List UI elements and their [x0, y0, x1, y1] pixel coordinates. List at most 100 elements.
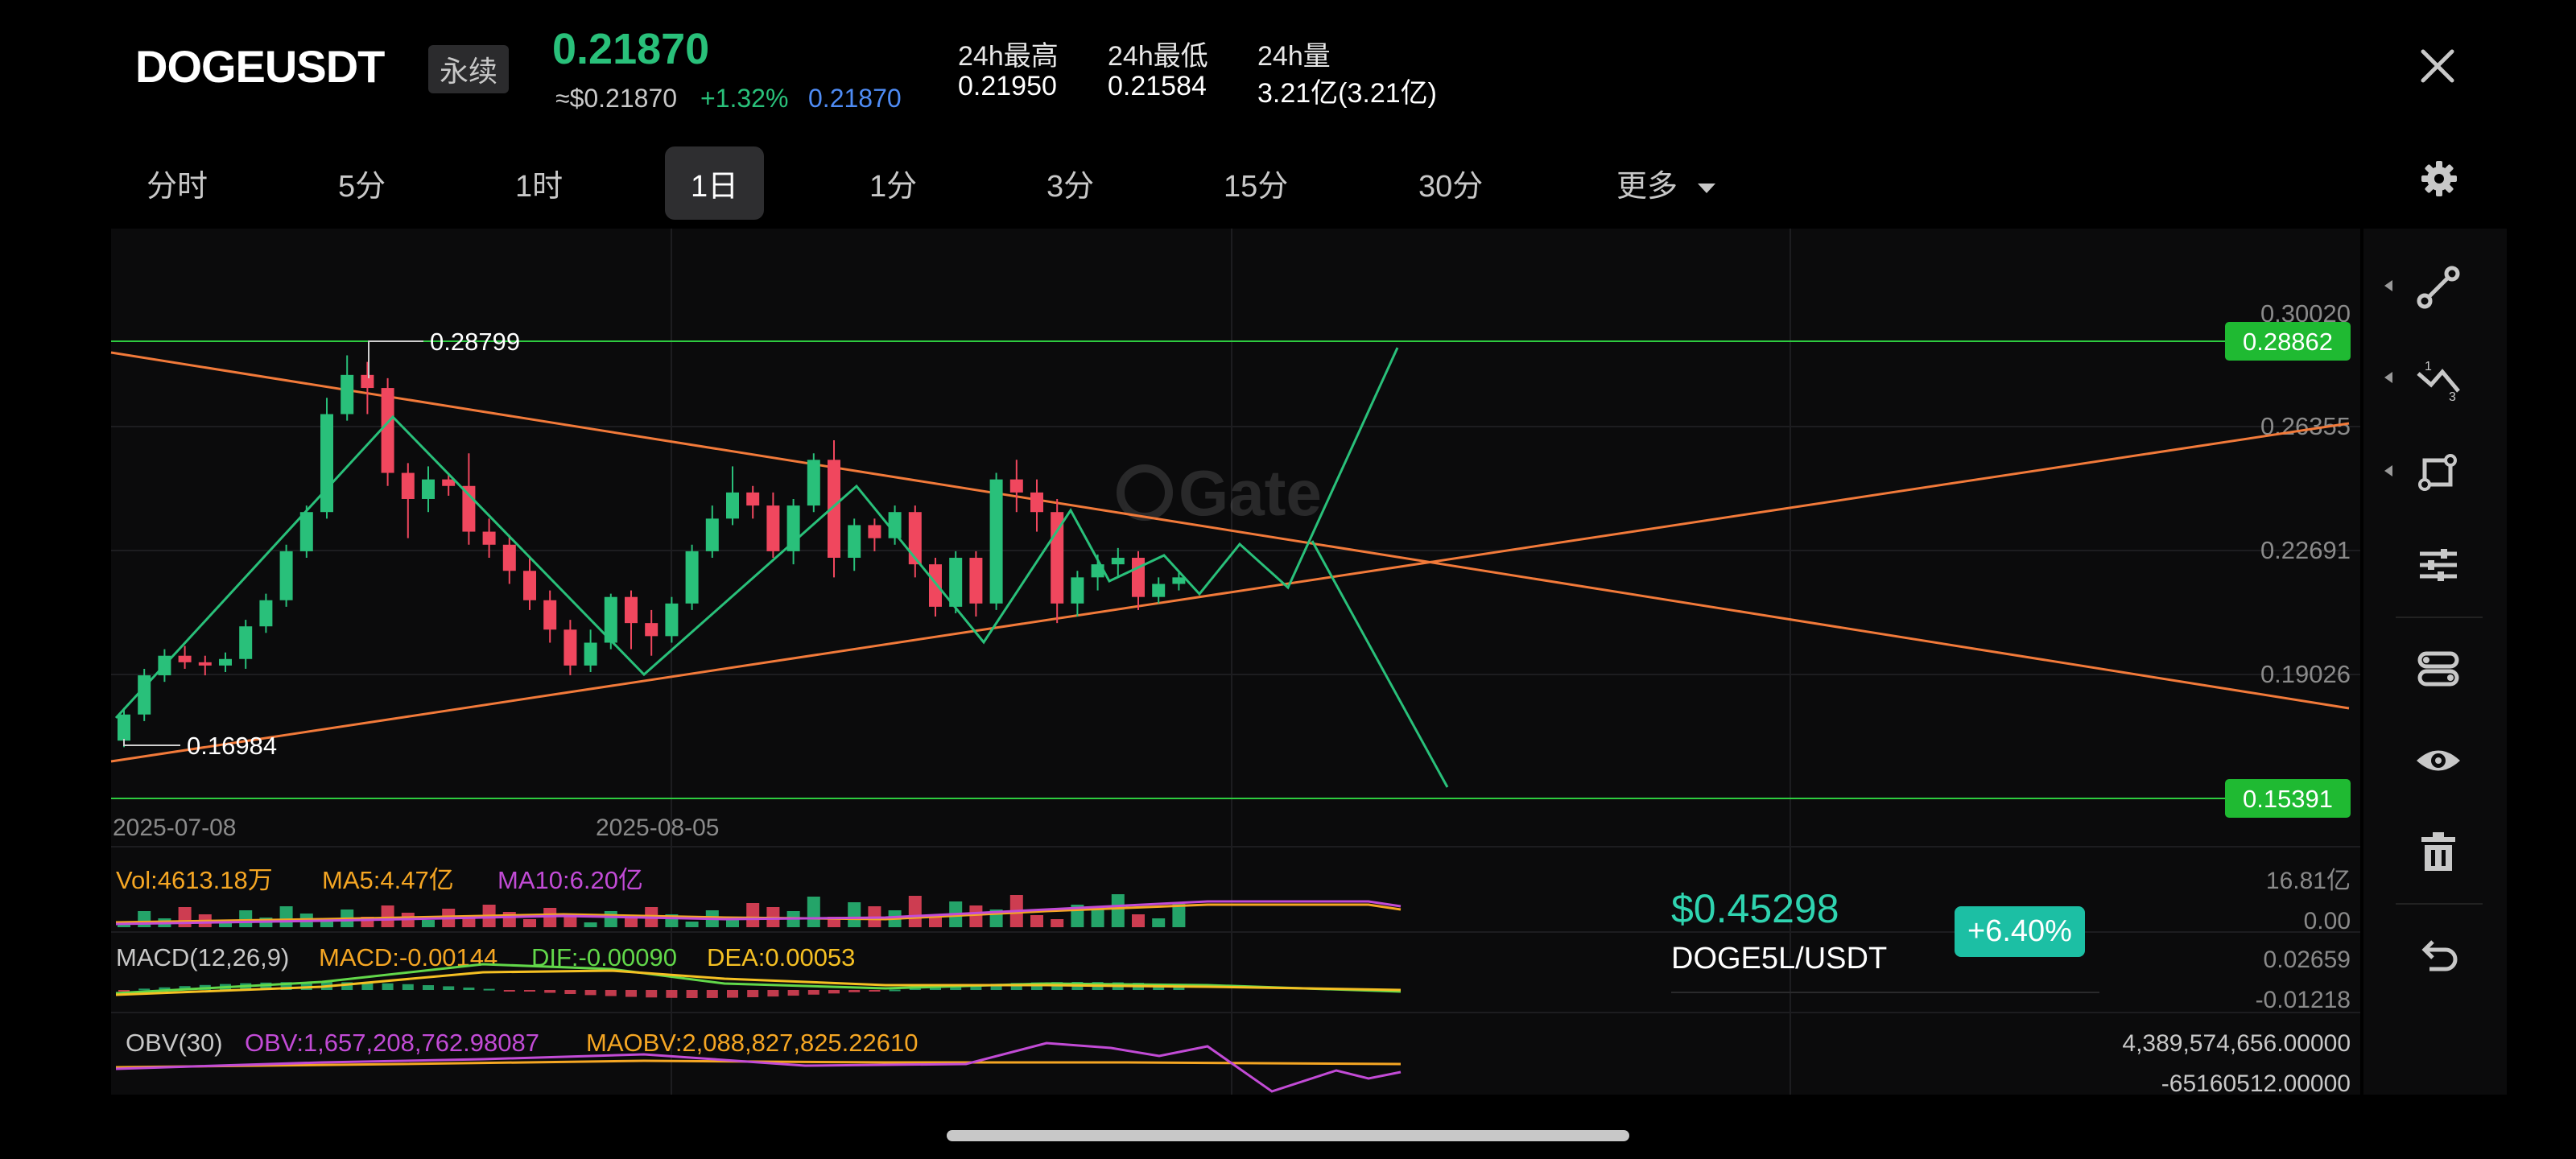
candlestick-series — [118, 355, 1186, 748]
candle-body — [422, 479, 435, 499]
candle-body — [726, 492, 739, 519]
tab-timeframe-1m[interactable]: 1分 — [869, 170, 918, 204]
macd-bar — [382, 983, 394, 990]
obv-line — [115, 1041, 1402, 1093]
volume-bar — [584, 922, 597, 927]
macd-bar — [767, 990, 779, 997]
trash-icon[interactable] — [2413, 827, 2463, 877]
descending-trendline[interactable] — [110, 351, 2350, 710]
volume-axis-bottom: 0.00 — [2304, 908, 2351, 934]
volume-bar — [625, 918, 638, 927]
volume-bar — [543, 908, 557, 927]
macd-bar — [402, 984, 414, 990]
close-icon[interactable] — [2413, 42, 2462, 90]
candle-body — [929, 564, 942, 607]
line-tool-icon[interactable] — [2413, 262, 2463, 312]
candle-body — [219, 658, 232, 666]
indicator-settings-icon[interactable] — [2413, 539, 2463, 589]
more-timeframes-button[interactable]: 更多 — [1616, 161, 1715, 205]
candle-body — [807, 460, 820, 506]
candle-body — [1111, 558, 1125, 565]
macd-bar — [280, 982, 292, 990]
macd-bar — [909, 988, 921, 990]
fib-tool-icon[interactable]: 1 3 — [2413, 354, 2463, 404]
y-axis-label: 0.19026 — [2260, 660, 2351, 688]
volume-bar — [320, 921, 333, 927]
svg-text:1: 1 — [2425, 360, 2432, 373]
macd-bar — [341, 982, 353, 990]
stat-low-value: 0.21584 — [1108, 71, 1207, 101]
dif-line — [115, 963, 1402, 995]
macd-bar — [930, 987, 941, 990]
promo-pair[interactable]: DOGE5L/USDT — [1671, 942, 1888, 975]
svg-text:Gate: Gate — [1179, 457, 1322, 529]
zigzag-drawing[interactable] — [114, 347, 1399, 720]
ascending-trendline[interactable] — [110, 422, 2350, 763]
volume-bar — [1132, 914, 1145, 927]
candle-body — [239, 626, 253, 659]
stat-high-value: 0.21950 — [958, 71, 1057, 101]
expand-caret-icon[interactable] — [2383, 465, 2394, 476]
macd-bar — [524, 990, 535, 992]
candle-body — [279, 551, 293, 600]
tab-timeframe-1h[interactable]: 1时 — [515, 170, 564, 204]
expand-caret-icon[interactable] — [2383, 372, 2394, 383]
tab-timeframe-5m[interactable]: 5分 — [338, 170, 386, 204]
candle-body — [178, 655, 192, 662]
volume-bar — [929, 916, 942, 927]
candle-body — [584, 642, 597, 666]
volume-label: Vol:4613.18万 — [116, 866, 273, 894]
promo-divider — [1671, 992, 2099, 993]
candle-body — [118, 714, 130, 741]
maobv-value: MAOBV:2,088,827,825.22610 — [586, 1029, 919, 1057]
candle-body — [299, 512, 313, 551]
candle-body — [786, 505, 800, 551]
timeline-tool-icon[interactable] — [2413, 644, 2463, 694]
shape-tool-icon[interactable] — [2413, 448, 2463, 497]
candle-body — [462, 485, 476, 532]
tab-timeframe-3m[interactable]: 3分 — [1046, 170, 1095, 204]
undo-icon[interactable] — [2413, 932, 2463, 982]
volume-ma10-line — [115, 900, 1402, 926]
candle-body — [1172, 577, 1186, 584]
tab-timeframe-fenshi[interactable]: 分时 — [147, 170, 208, 204]
macd-bar — [1010, 983, 1022, 990]
candle-body — [361, 374, 374, 389]
stat-low-label: 24h最低 — [1108, 41, 1208, 72]
tab-timeframe-1d[interactable]: 1日 — [665, 146, 765, 220]
candle-body — [401, 472, 415, 499]
tab-timeframe-15m[interactable]: 15分 — [1224, 170, 1289, 204]
high-marker-line — [368, 340, 423, 378]
candle-body — [868, 525, 881, 538]
expand-caret-icon[interactable] — [2383, 280, 2394, 291]
candle-body — [1152, 584, 1166, 597]
macd-bar — [807, 990, 819, 995]
macd-bar — [970, 984, 982, 990]
candle-body — [705, 518, 719, 551]
volume-axis-top: 16.81亿 — [2266, 868, 2351, 894]
volume-ma5-line — [115, 903, 1402, 924]
gear-icon[interactable] — [2420, 159, 2458, 198]
candle-body — [1071, 577, 1084, 604]
macd-bar — [646, 990, 658, 998]
candle-body — [543, 600, 557, 630]
promo-price[interactable]: $0.45298 — [1671, 886, 1839, 931]
macd-bar — [828, 990, 840, 994]
volume-ma5: MA5:4.47亿 — [322, 866, 454, 894]
macd-bar — [950, 985, 962, 990]
y-axis-label: 0.22691 — [2260, 536, 2351, 564]
candle-body — [482, 531, 496, 545]
candle-body — [442, 479, 456, 486]
tab-timeframe-30m[interactable]: 30分 — [1418, 170, 1484, 204]
visibility-icon[interactable] — [2413, 736, 2463, 786]
promo-change-badge[interactable]: +6.40% — [1955, 906, 2085, 957]
macd-bar — [625, 990, 637, 997]
projection-drawing[interactable] — [1311, 540, 1449, 788]
volume-bar — [685, 922, 699, 927]
toolbar-divider — [2396, 617, 2483, 618]
home-indicator[interactable] — [947, 1130, 1629, 1141]
macd-value: MACD:-0.00144 — [319, 943, 497, 971]
candle-body — [523, 571, 536, 600]
volume-bar — [1152, 918, 1166, 927]
